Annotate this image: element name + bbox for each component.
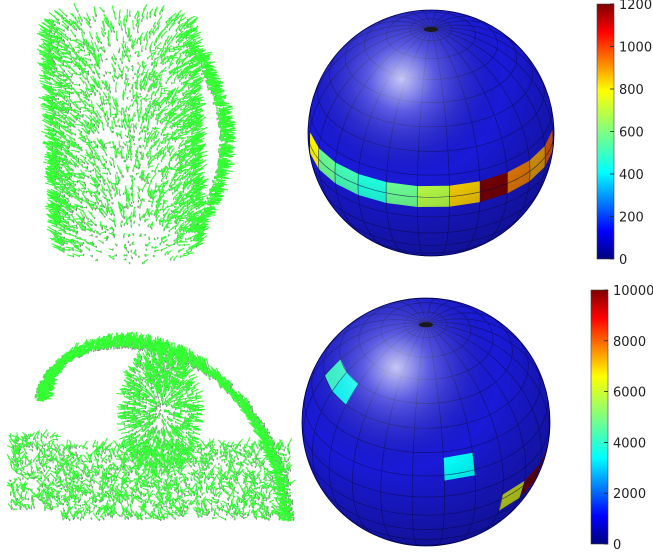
colorbar-top: 0 200 400 600 800 1000 1200 (597, 0, 652, 268)
normal-histogram-sphere-top (308, 10, 554, 256)
colorbar-tick-label: 8000 (613, 335, 646, 350)
colorbar-tick-label: 2000 (613, 487, 646, 502)
colorbar-tick-label: 400 (619, 168, 644, 183)
cloud-normals (37, 3, 236, 263)
normal-histogram-sphere-bottom (302, 298, 550, 546)
colorbar-tick-label: 200 (619, 211, 644, 226)
colorbar-bottom-gradient (591, 290, 608, 544)
colorbar-tick-label: 1200 (619, 0, 652, 13)
colorbar-tick-label: 600 (619, 126, 644, 141)
colorbar-bottom: 0 2000 4000 6000 8000 10000 (591, 284, 653, 553)
colorbar-tick-label: 4000 (613, 436, 646, 451)
cloud-normals (7, 332, 296, 521)
scene-point-cloud (7, 332, 296, 521)
sphere-shading (308, 10, 554, 256)
colorbar-tick-label: 10000 (613, 284, 653, 299)
colorbar-tick-label: 1000 (619, 41, 652, 56)
colorbar-tick-label: 0 (613, 538, 621, 553)
sphere-shading (302, 298, 550, 546)
colorbar-tick-label: 800 (619, 83, 644, 98)
colorbar-tick-label: 6000 (613, 386, 646, 401)
mug-point-cloud (37, 3, 236, 263)
sphere-pole (419, 322, 433, 327)
sphere-pole (424, 27, 438, 32)
colorbar-tick-label: 0 (619, 253, 627, 268)
